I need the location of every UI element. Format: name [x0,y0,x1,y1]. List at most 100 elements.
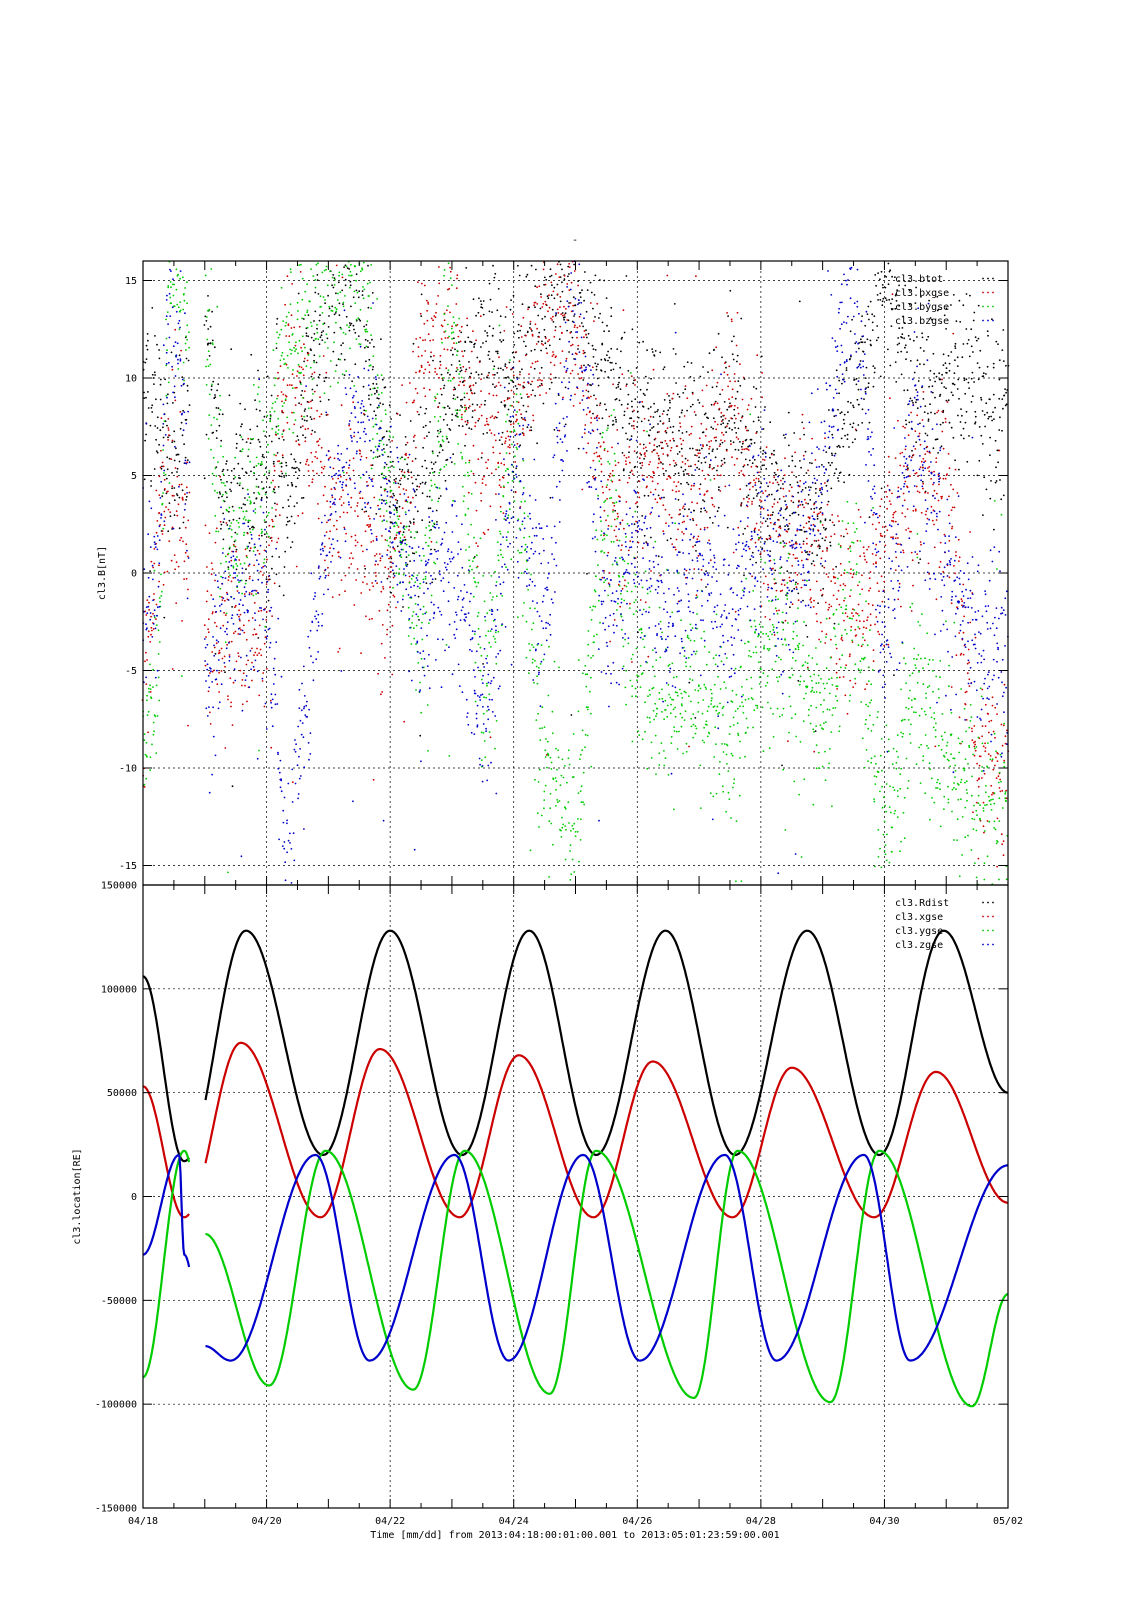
scatter-point [480,403,483,406]
scatter-point [498,479,501,481]
scatter-point [433,471,436,473]
scatter-point [775,589,778,592]
scatter-point [838,520,840,523]
scatter-point [392,594,395,597]
scatter-point [977,378,980,381]
scatter-point [855,619,858,622]
scatter-point [817,602,819,604]
scatter-point [230,528,233,531]
scatter-point [271,518,273,521]
scatter-point [210,448,212,451]
scatter-point [615,421,617,423]
scatter-point [182,308,185,311]
scatter-point [375,553,378,555]
scatter-point [387,466,390,469]
scatter-point [381,472,383,475]
scatter-point [499,339,501,341]
scatter-point [743,378,746,380]
scatter-point [1001,843,1004,846]
scatter-point [789,514,791,517]
scatter-point [972,351,974,353]
scatter-point [277,417,280,420]
scatter-point [730,318,733,321]
scatter-point [580,365,583,367]
scatter-point [228,506,231,509]
scatter-point [465,407,468,409]
scatter-point [653,354,655,356]
scatter-point [397,526,400,528]
scatter-point [993,528,995,531]
scatter-point [352,401,355,404]
scatter-point [582,349,585,352]
scatter-point [843,481,845,484]
scatter-point [332,467,335,470]
scatter-point [530,383,532,386]
scatter-point [257,462,260,465]
scatter-point [864,391,867,393]
scatter-point [651,348,654,350]
scatter-point [377,397,380,400]
scatter-point [897,537,899,539]
scatter-point [605,486,608,489]
scatter-point [376,386,379,389]
scatter-point [971,371,974,374]
scatter-point [242,624,245,627]
scatter-point [778,526,780,529]
scatter-point [811,437,813,440]
scatter-point [889,397,891,400]
scatter-point [252,384,255,386]
scatter-point [983,772,986,775]
scatter-point [477,643,480,646]
scatter-point [352,469,355,472]
scatter-point [333,277,336,279]
scatter-point [340,344,343,347]
scatter-point [418,370,421,373]
scatter-point [716,381,719,384]
scatter-point [901,512,904,514]
scatter-point [387,455,389,458]
scatter-point [466,317,468,320]
scatter-point [451,347,454,349]
scatter-point [459,367,462,369]
scatter-point [323,322,326,325]
scatter-point [751,503,753,505]
scatter-point [236,556,238,558]
scatter-point [438,487,441,490]
scatter-point [904,426,906,429]
scatter-point [155,531,158,534]
scatter-point [602,441,605,444]
scatter-point [616,512,619,515]
scatter-point [995,756,997,759]
scatter-point [494,747,496,750]
scatter-point [506,430,509,433]
scatter-point [416,410,419,413]
scatter-point [205,600,208,603]
scatter-point [933,546,936,549]
scatter-point [213,397,216,400]
scatter-point [495,468,497,471]
scatter-point [624,460,627,462]
scatter-point [963,377,966,380]
scatter-point [473,536,475,539]
scatter-point [992,768,995,771]
scatter-point [805,624,807,627]
scatter-point [383,448,385,450]
scatter-point [465,368,468,371]
scatter-point [869,571,872,573]
scatter-point [520,325,523,328]
scatter-point [844,584,847,587]
scatter-point [775,530,778,532]
scatter-point [168,540,171,542]
scatter-point [174,328,177,331]
scatter-point [660,441,662,444]
scatter-point [306,458,309,461]
scatter-point [696,538,699,540]
scatter-point [837,589,840,592]
scatter-point [924,432,927,435]
scatter-point [860,341,863,344]
scatter-point [741,398,744,401]
scatter-point [917,475,919,477]
scatter-point [468,546,471,548]
scatter-point [152,668,155,671]
scatter-point [649,475,652,478]
